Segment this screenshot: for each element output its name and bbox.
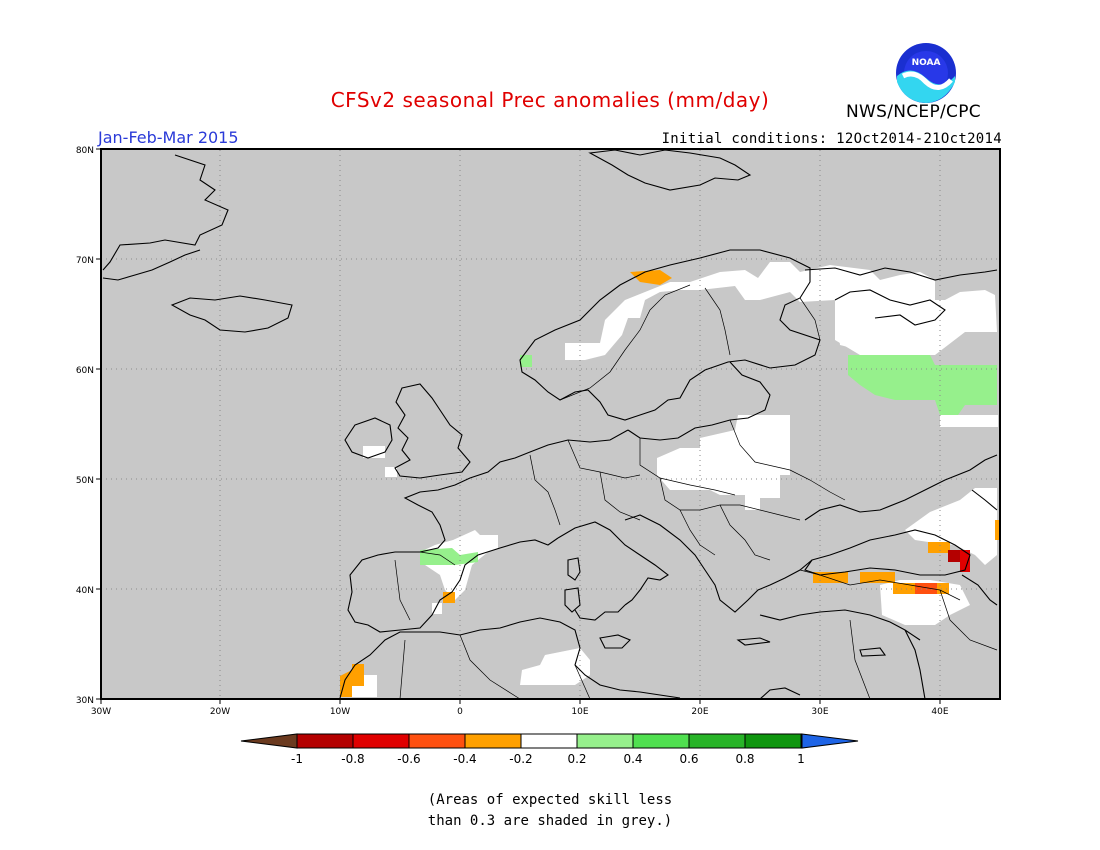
legend-bin: [688, 733, 746, 749]
map-panel: [101, 149, 1000, 699]
legend-bin: [296, 733, 354, 749]
legend-label: -0.6: [397, 752, 420, 766]
legend-label: -1: [291, 752, 303, 766]
coastlines: [102, 149, 998, 700]
legend-bin: [464, 733, 522, 749]
footnote-line-1: (Areas of expected skill less: [427, 792, 673, 808]
legend-label: 0.4: [623, 752, 642, 766]
legend-label: 1: [797, 752, 805, 766]
svg-text:NOAA: NOAA: [912, 58, 941, 68]
legend-labels: -1 -0.8 -0.6 -0.4 -0.2 0.2 0.4 0.6 0.8 1: [291, 752, 805, 766]
lon-label: 10W: [330, 707, 350, 717]
footnote: (Areas of expected skill less than 0.3 a…: [0, 790, 1100, 832]
legend-label: -0.2: [509, 752, 532, 766]
national-borders: [394, 284, 998, 700]
lon-label: 0: [457, 707, 463, 717]
legend-bin: [744, 733, 802, 749]
agency-label: NWS/NCEP/CPC: [846, 102, 981, 122]
noaa-logo-icon: NOAA: [896, 43, 956, 103]
lon-label: 40E: [931, 707, 948, 717]
legend-label: 0.8: [735, 752, 754, 766]
legend-bin: [520, 733, 578, 749]
legend-above-max-arrow: [801, 733, 859, 749]
lat-label: 50N: [76, 476, 94, 486]
lon-label: 10E: [571, 707, 588, 717]
legend-label: 0.6: [679, 752, 698, 766]
lat-label: 70N: [76, 256, 94, 266]
positive-anomaly-patches: [420, 355, 997, 565]
legend-bin: [576, 733, 634, 749]
anomaly-patches: [352, 262, 998, 697]
initial-conditions-label: Initial conditions: 12Oct2014-21Oct2014: [661, 131, 1002, 147]
legend-label: -0.8: [341, 752, 364, 766]
legend-bin: [352, 733, 410, 749]
lon-label: 30W: [91, 707, 111, 717]
legend-bin: [408, 733, 466, 749]
footnote-line-2: than 0.3 are shaded in grey.): [427, 813, 673, 829]
color-legend: -1 -0.8 -0.6 -0.4 -0.2 0.2 0.4 0.6 0.8 1: [240, 733, 859, 766]
map-frame: [100, 148, 1001, 700]
legend-below-min-arrow: [240, 733, 298, 749]
season-label: Jan-Feb-Mar 2015: [98, 128, 239, 147]
axis-ticks: [96, 148, 941, 704]
legend-label: -0.4: [453, 752, 476, 766]
lat-label: 60N: [76, 366, 94, 376]
lat-label: 80N: [76, 146, 94, 156]
lon-label: 20W: [210, 707, 230, 717]
legend-bin: [632, 733, 690, 749]
lon-label: 20E: [691, 707, 708, 717]
latitude-labels: 80N 70N 60N 50N 40N 30N: [76, 146, 94, 706]
map-title: CFSv2 seasonal Prec anomalies (mm/day): [330, 88, 770, 112]
longitude-labels: 30W 20W 10W 0 10E 20E 30E 40E: [91, 707, 949, 717]
lon-label: 30E: [811, 707, 828, 717]
legend-label: 0.2: [567, 752, 586, 766]
lat-label: 30N: [76, 696, 94, 706]
lat-label: 40N: [76, 586, 94, 596]
